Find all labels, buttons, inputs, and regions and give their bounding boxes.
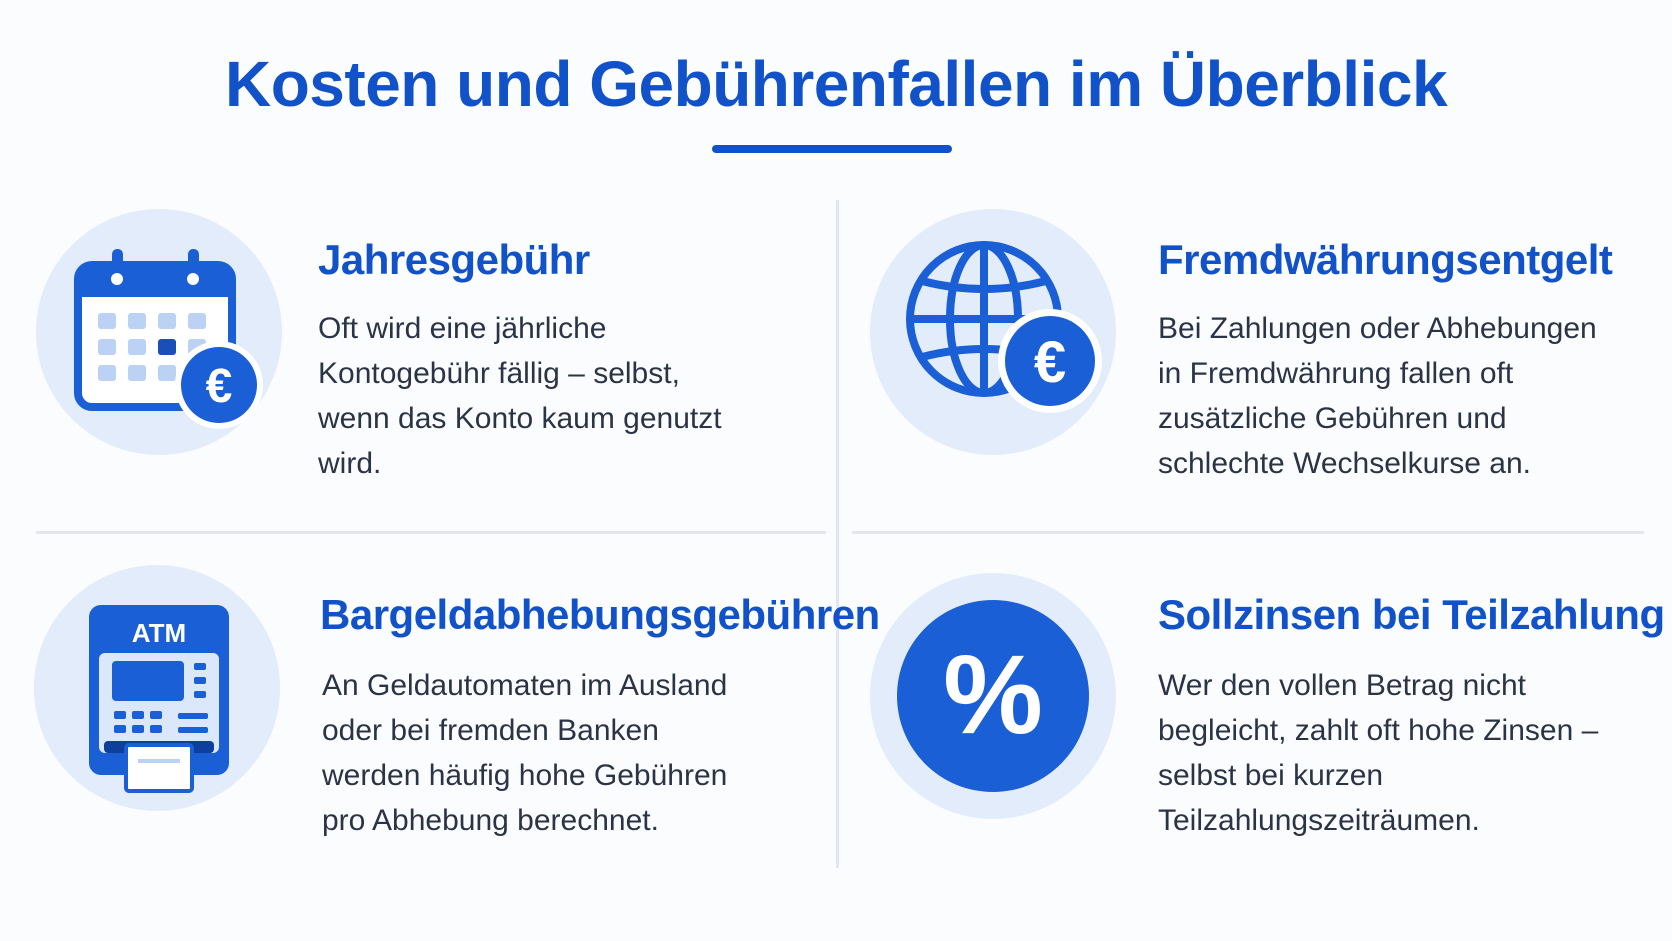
globe-euro-icon-graphic: €	[906, 241, 1102, 413]
percent-icon-graphic: %	[897, 600, 1089, 792]
card-cash-withdrawal-fees: ATM	[0, 555, 880, 875]
atm-icon-graphic: ATM	[89, 605, 229, 793]
card-title: Fremdwährungsentgelt	[1158, 236, 1613, 283]
title-underline	[712, 145, 952, 153]
card-text: Wer den vollen Betrag nicht begleicht, z…	[1158, 669, 1599, 837]
percent-icon: %	[870, 573, 1116, 819]
atm-icon-label: ATM	[132, 618, 186, 648]
card-annual-fee: € Jahresgebühr Oft wird eine jährliche K…	[0, 200, 820, 520]
svg-text:%: %	[943, 632, 1043, 757]
calendar-euro-icon-graphic: €	[74, 249, 263, 429]
card-foreign-currency-fee: € Fremdwährungsentgelt Bei Zahlungen ode…	[836, 200, 1656, 520]
svg-text:€: €	[1034, 330, 1066, 395]
card-text: An Geldautomaten im Ausland oder bei fre…	[322, 669, 728, 837]
atm-icon: ATM	[34, 565, 280, 811]
card-title: Jahresgebühr	[318, 236, 590, 283]
calendar-euro-icon: €	[36, 209, 282, 455]
globe-euro-icon: €	[870, 209, 1116, 455]
horizontal-divider-right	[852, 531, 1644, 534]
horizontal-divider-left	[36, 531, 826, 534]
card-title: Sollzinsen bei Teilzahlung	[1158, 591, 1665, 638]
vertical-divider	[836, 200, 839, 868]
card-text: Bei Zahlungen oder Abhebungen in Fremdwä…	[1158, 312, 1597, 480]
card-title: Bargeldabhebungsgebühren	[320, 591, 880, 638]
card-debit-interest: % Sollzinsen bei Teilzahlung Wer den vol…	[836, 555, 1665, 875]
card-text: Oft wird eine jährliche Kontogebühr fäll…	[318, 312, 722, 480]
page-title: Kosten und Gebührenfallen im Überblick	[224, 48, 1448, 120]
svg-text:€: €	[206, 360, 233, 413]
